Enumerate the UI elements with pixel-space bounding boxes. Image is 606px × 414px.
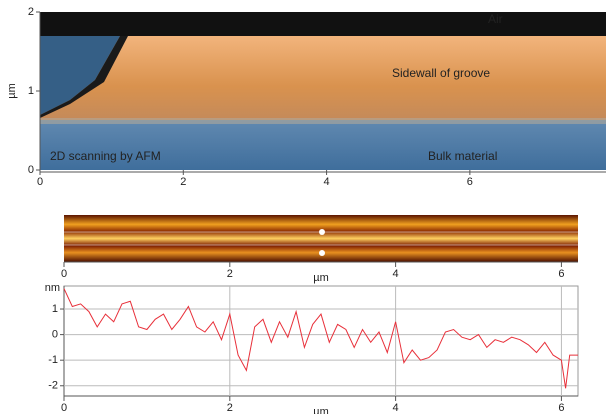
heat-strip xyxy=(64,215,578,262)
y-tick-label: 1 xyxy=(28,85,34,97)
x-tick-label: 0 xyxy=(61,268,67,280)
x-tick-label: 0 xyxy=(61,402,67,414)
x-tick-label: 6 xyxy=(558,268,564,280)
annotation: 2D scanning by AFM xyxy=(50,149,161,163)
y-tick-label: 0 xyxy=(52,329,58,341)
y-tick-label: -1 xyxy=(48,354,58,366)
y-tick-label: 0 xyxy=(28,164,34,176)
x-tick-label: 2 xyxy=(180,176,186,188)
y-tick-label: -2 xyxy=(48,380,58,392)
x-tick-label: 2 xyxy=(227,268,233,280)
x-axis-label: µm xyxy=(313,272,329,284)
x-tick-label: 6 xyxy=(558,402,564,414)
x-axis-label: µm xyxy=(313,406,329,414)
annotation: Sidewall of groove xyxy=(392,66,490,80)
page: {"chart_data": [ {"type": "image", "xlim… xyxy=(0,0,606,414)
afm-image xyxy=(40,12,606,170)
x-tick-label: 4 xyxy=(324,176,330,188)
y-axis-label: nm xyxy=(45,282,60,294)
x-tick-label: 2 xyxy=(227,402,233,414)
x-tick-label: 0 xyxy=(37,176,43,188)
figure: 0 2 4 6 0 1 2 µm Air Sidewall of groove Bulk mater… xyxy=(0,0,606,414)
profile-line xyxy=(64,289,578,389)
y-axis-label: µm xyxy=(6,83,18,99)
x-tick-label: 6 xyxy=(467,176,473,188)
annotation: Air xyxy=(488,12,503,26)
y-tick-label: 1 xyxy=(52,303,58,315)
x-tick-label: 4 xyxy=(393,402,399,414)
x-tick-label: 4 xyxy=(393,268,399,280)
annotation: Bulk material xyxy=(428,149,497,163)
y-tick-label: 2 xyxy=(28,6,34,18)
